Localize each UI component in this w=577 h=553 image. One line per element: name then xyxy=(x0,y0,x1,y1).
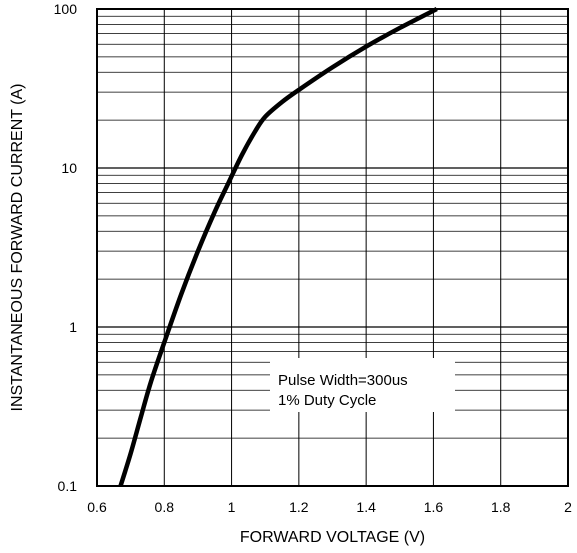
grid-layer xyxy=(96,9,569,487)
x-tick-label: 0.8 xyxy=(155,499,175,515)
curve-layer xyxy=(118,6,438,487)
annotation-background xyxy=(270,358,455,412)
x-tick-label: 1.6 xyxy=(424,499,444,515)
annotation-pulse-width: Pulse Width=300us xyxy=(278,372,408,389)
x-tick-label: 0.6 xyxy=(87,499,107,515)
y-tick-label: 1 xyxy=(69,319,77,335)
tick-labels: 0.6 0.8 1 1.2 1.4 1.6 1.8 2 0.1 1 10 100 xyxy=(54,1,572,515)
x-tick-label: 1 xyxy=(228,499,236,515)
axis-titles: FORWARD VOLTAGE (V) INSTANTANEOUS FORWARD… xyxy=(9,83,425,546)
x-tick-label: 2 xyxy=(564,499,572,515)
plot-background xyxy=(97,9,568,486)
y-tick-label: 0.1 xyxy=(58,478,78,494)
y-tick-label: 100 xyxy=(54,1,78,17)
annotation-duty-cycle: 1% Duty Cycle xyxy=(278,392,376,409)
x-tick-label: 1.4 xyxy=(356,499,376,515)
x-tick-label: 1.2 xyxy=(289,499,309,515)
x-axis-title: FORWARD VOLTAGE (V) xyxy=(240,529,425,546)
plot-frame xyxy=(96,8,569,487)
forward-current-curve xyxy=(118,6,438,487)
x-tick-label: 1.8 xyxy=(491,499,511,515)
plot-border xyxy=(96,8,569,487)
y-axis-title: INSTANTANEOUS FORWARD CURRENT (A) xyxy=(9,83,26,411)
annotation-box: Pulse Width=300us 1% Duty Cycle xyxy=(270,358,455,412)
y-tick-label: 10 xyxy=(61,160,77,176)
